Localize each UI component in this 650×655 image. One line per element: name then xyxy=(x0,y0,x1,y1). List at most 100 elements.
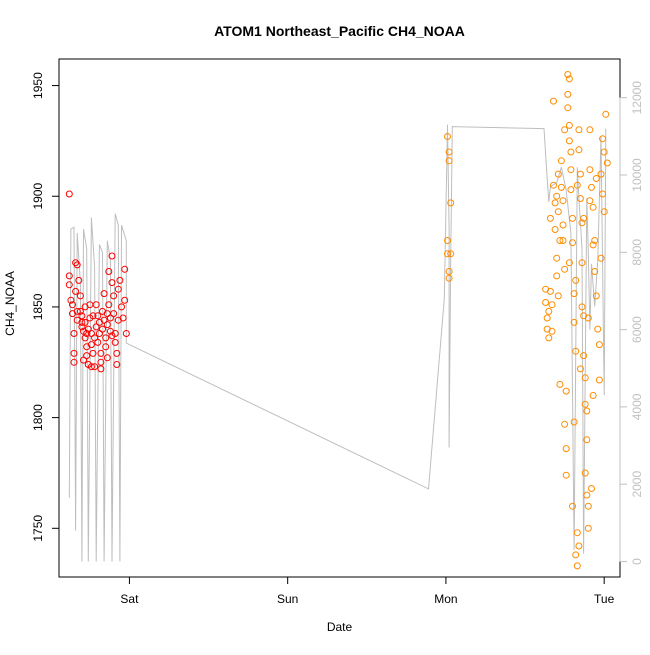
data-point-series2 xyxy=(445,157,453,165)
data-point-series1 xyxy=(99,325,106,333)
data-point-series1 xyxy=(100,290,108,298)
data-point-series1 xyxy=(78,318,86,326)
data-point-series2 xyxy=(600,148,608,156)
data-point-series1 xyxy=(110,292,118,300)
data-point-series2 xyxy=(550,97,557,105)
x-tick-label: Mon xyxy=(434,592,457,606)
data-point-series2 xyxy=(447,250,455,258)
data-point-series2 xyxy=(445,148,453,156)
data-point-series2 xyxy=(445,268,453,275)
data-point-series1 xyxy=(103,354,111,362)
data-point-series2 xyxy=(564,90,572,98)
y-tick-label: 1750 xyxy=(31,515,45,542)
data-point-series2 xyxy=(580,352,588,360)
altitude-line-group xyxy=(68,124,607,562)
data-point-series2 xyxy=(554,208,562,216)
data-point-series2 xyxy=(595,376,603,384)
data-point-series2 xyxy=(565,259,573,267)
data-point-series1 xyxy=(97,349,105,357)
data-point-series1 xyxy=(72,259,80,267)
data-point-series2 xyxy=(592,175,600,182)
data-point-series2 xyxy=(551,226,559,233)
x-tick-label: Sun xyxy=(277,592,298,606)
data-point-series2 xyxy=(565,121,573,129)
y2-tick-label: 2000 xyxy=(630,471,644,498)
data-point-series2 xyxy=(548,301,556,309)
data-point-series1 xyxy=(103,321,111,329)
data-point-series1 xyxy=(75,276,83,284)
y-tick-label: 1950 xyxy=(31,72,45,99)
data-point-series2 xyxy=(581,374,589,382)
data-point-series2 xyxy=(591,268,599,275)
chart-title: ATOM1 Northeast_Pacific CH4_NOAA xyxy=(214,23,465,39)
data-point-series1 xyxy=(78,312,86,320)
data-point-series2 xyxy=(548,327,556,335)
data-point-series2 xyxy=(583,436,591,444)
data-point-series1 xyxy=(121,265,129,273)
data-point-series2 xyxy=(591,237,599,244)
data-point-series2 xyxy=(557,157,565,165)
data-point-series2 xyxy=(559,237,567,244)
data-point-series2 xyxy=(559,197,567,205)
data-point-series1 xyxy=(111,338,119,346)
data-point-series2 xyxy=(589,241,597,249)
data-point-series2 xyxy=(580,214,588,222)
data-point-series2 xyxy=(586,126,594,134)
data-point-series2 xyxy=(545,334,553,342)
data-point-series1 xyxy=(80,356,87,364)
altitude-line xyxy=(68,124,607,562)
data-point-series1 xyxy=(102,334,110,342)
data-point-series1 xyxy=(91,363,99,371)
data-point-series2 xyxy=(554,170,562,178)
data-point-series2 xyxy=(546,214,554,222)
data-point-series1 xyxy=(108,279,116,287)
data-point-series2 xyxy=(556,380,564,388)
data-point-series2 xyxy=(578,303,586,311)
data-point-series1 xyxy=(76,307,84,315)
data-point-series2 xyxy=(567,186,575,194)
data-point-series2 xyxy=(588,485,595,492)
y-tick-label: 1900 xyxy=(31,183,45,210)
data-point-series2 xyxy=(573,562,581,570)
data-point-series2 xyxy=(583,407,591,415)
data-point-series2 xyxy=(447,199,455,207)
data-point-series1 xyxy=(67,296,75,304)
y2-tick-label: 12000 xyxy=(630,81,644,115)
data-point-series2 xyxy=(600,208,608,216)
data-point-series2 xyxy=(554,292,562,300)
data-point-series1 xyxy=(70,358,78,366)
data-point-series1 xyxy=(114,285,122,293)
data-point-series2 xyxy=(564,104,572,112)
data-point-series2 xyxy=(561,420,569,428)
data-point-series2 xyxy=(575,126,583,134)
y-axis-label: CH4_NOAA xyxy=(3,271,17,336)
data-point-series1 xyxy=(91,334,99,342)
y2-tick-label: 0 xyxy=(630,558,644,565)
data-point-series2 xyxy=(551,199,559,207)
data-point-series2 xyxy=(576,195,584,202)
data-point-series1 xyxy=(97,358,105,366)
data-point-series2 xyxy=(581,400,589,408)
data-point-series2 xyxy=(562,387,570,395)
data-point-series2 xyxy=(545,307,553,315)
data-point-series2 xyxy=(573,181,581,189)
data-point-series1 xyxy=(70,349,78,357)
data-point-series1 xyxy=(81,334,89,342)
y2-tick-label: 4000 xyxy=(630,393,644,420)
data-point-series2 xyxy=(597,254,605,262)
data-point-series1 xyxy=(81,318,89,326)
data-point-series2 xyxy=(572,551,580,559)
data-point-series2 xyxy=(445,274,453,282)
data-point-series2 xyxy=(567,166,575,174)
data-point-series1 xyxy=(83,330,91,337)
data-point-series1 xyxy=(113,349,121,357)
data-point-series2 xyxy=(542,299,550,306)
plot-frame xyxy=(58,58,621,578)
data-point-series1 xyxy=(110,310,118,318)
data-point-series1 xyxy=(97,365,105,373)
data-point-series2 xyxy=(599,135,607,143)
data-point-series1 xyxy=(65,272,73,280)
data-point-series1 xyxy=(76,292,84,300)
data-point-series2 xyxy=(564,71,572,78)
